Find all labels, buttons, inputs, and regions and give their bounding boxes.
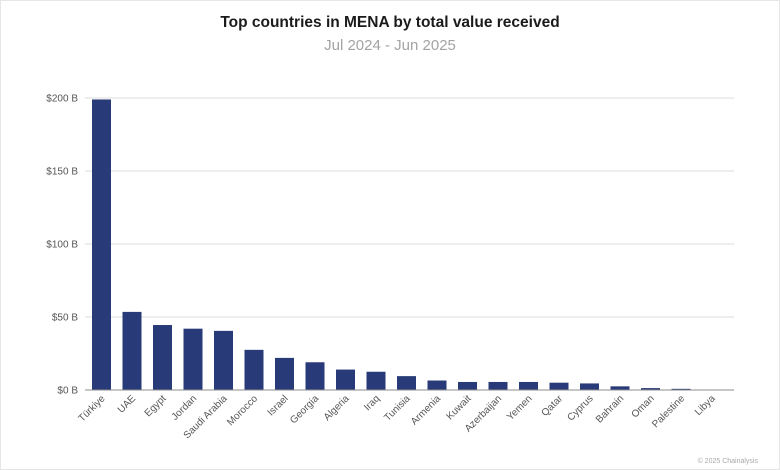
x-tick-label: UAE bbox=[116, 393, 139, 416]
y-tick-label: $0 B bbox=[57, 386, 78, 397]
bar-qatar bbox=[549, 382, 569, 390]
chart-subtitle: Jul 2024 - Jun 2025 bbox=[324, 37, 456, 54]
x-tick-label: Cyprus bbox=[565, 393, 595, 423]
x-tick-label: Algeria bbox=[322, 393, 352, 423]
y-tick-label: $50 B bbox=[52, 313, 78, 324]
bar-tunisia bbox=[397, 376, 416, 390]
bar-kuwait bbox=[458, 381, 477, 390]
chart-title: Top countries in MENA by total value rec… bbox=[220, 14, 560, 31]
x-tick-label: Oman bbox=[630, 393, 657, 420]
y-axis-ticks: $0 B $50 B $100 B $150 B $200 B bbox=[46, 94, 78, 397]
x-tick-label: Georgia bbox=[288, 393, 321, 426]
y-tick-label: $100 B bbox=[46, 240, 78, 251]
bar-türkiye bbox=[92, 99, 111, 391]
y-tick-label: $200 B bbox=[46, 94, 78, 105]
bar-iraq bbox=[366, 371, 386, 390]
bar-cyprus bbox=[580, 383, 599, 390]
bar-egypt bbox=[153, 325, 172, 390]
x-tick-label: Qatar bbox=[540, 393, 566, 419]
bar-bahrain bbox=[610, 386, 630, 390]
bars bbox=[92, 99, 721, 391]
bar-armenia bbox=[427, 380, 447, 390]
bar-israel bbox=[275, 357, 294, 390]
gridlines bbox=[85, 97, 734, 318]
x-tick-label: Libya bbox=[693, 393, 718, 418]
bar-georgia bbox=[305, 362, 325, 390]
bar-uae bbox=[122, 311, 142, 390]
y-tick-label: $150 B bbox=[46, 167, 78, 178]
bar-oman bbox=[641, 388, 660, 390]
x-tick-label: Kuwait bbox=[445, 393, 474, 422]
x-tick-label: Palestine bbox=[650, 393, 687, 430]
x-tick-label: Yemen bbox=[505, 393, 535, 423]
x-tick-label: Türkiye bbox=[77, 393, 108, 424]
x-tick-label: Israel bbox=[266, 393, 291, 418]
bar-palestine bbox=[671, 388, 691, 390]
x-tick-label: Egypt bbox=[143, 393, 169, 419]
bar-algeria bbox=[336, 369, 355, 390]
x-tick-label: Morocco bbox=[225, 393, 260, 428]
x-tick-label: Bahrain bbox=[594, 393, 626, 425]
x-tick-label: Jordan bbox=[170, 393, 199, 422]
bar-morocco bbox=[244, 349, 264, 390]
bar-azerbaijan bbox=[488, 381, 508, 390]
bar-jordan bbox=[183, 328, 203, 390]
x-tick-label: Armenia bbox=[409, 393, 443, 427]
bar-yemen bbox=[519, 381, 538, 390]
bar-saudi-arabia bbox=[214, 330, 233, 390]
copyright-footer: © 2025 Chainalysis bbox=[697, 458, 758, 465]
x-tick-label: Iraq bbox=[362, 393, 382, 413]
